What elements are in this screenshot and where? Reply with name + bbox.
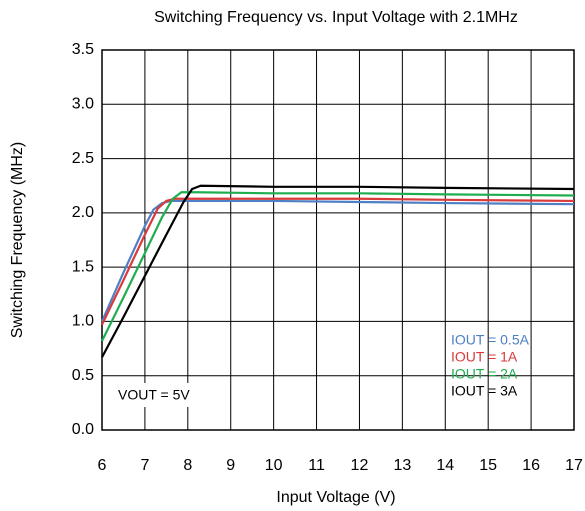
y-tick-label: 2.5 xyxy=(72,150,94,167)
annotation: VOUT = 5V xyxy=(118,387,190,403)
series-line xyxy=(100,199,575,322)
y-axis-label: Switching Frequency (MHz) xyxy=(9,142,26,339)
x-tick-label: 11 xyxy=(308,457,325,474)
x-tick-label: 14 xyxy=(436,457,454,474)
x-tick-label: 13 xyxy=(393,457,411,474)
x-axis-label: Input Voltage (V) xyxy=(276,489,395,506)
x-tick-label: 15 xyxy=(479,457,497,474)
x-tick-label: 17 xyxy=(565,457,583,474)
y-tick-label: 2.0 xyxy=(72,204,94,221)
x-tick-label: 10 xyxy=(265,457,283,474)
x-tick-label: 7 xyxy=(140,457,149,474)
series-line xyxy=(101,184,575,358)
x-tick-label: 8 xyxy=(183,457,192,474)
legend-label: IOUT = 0.5A xyxy=(451,332,530,348)
y-tick-label: 1.5 xyxy=(72,258,94,275)
x-tick-label: 12 xyxy=(351,457,369,474)
y-tick-label: 1.0 xyxy=(72,313,94,330)
x-tick-label: 9 xyxy=(226,457,235,474)
annotation-bg xyxy=(112,383,202,407)
y-tick-label: 3.5 xyxy=(72,41,94,58)
legend-label: IOUT = 1A xyxy=(451,349,518,365)
y-tick-label: 3.0 xyxy=(72,96,94,113)
series-line xyxy=(101,191,575,342)
y-tick-label: 0.5 xyxy=(72,367,94,384)
chart-title: Switching Frequency vs. Input Voltage wi… xyxy=(154,9,518,26)
x-tick-label: 16 xyxy=(522,457,540,474)
legend-label: IOUT = 2A xyxy=(451,366,518,382)
plot-frame xyxy=(101,49,575,431)
x-tick-label: 6 xyxy=(98,457,107,474)
y-tick-label: 0.0 xyxy=(72,421,94,438)
legend-label: IOUT = 3A xyxy=(451,383,518,399)
series-line xyxy=(101,197,575,326)
